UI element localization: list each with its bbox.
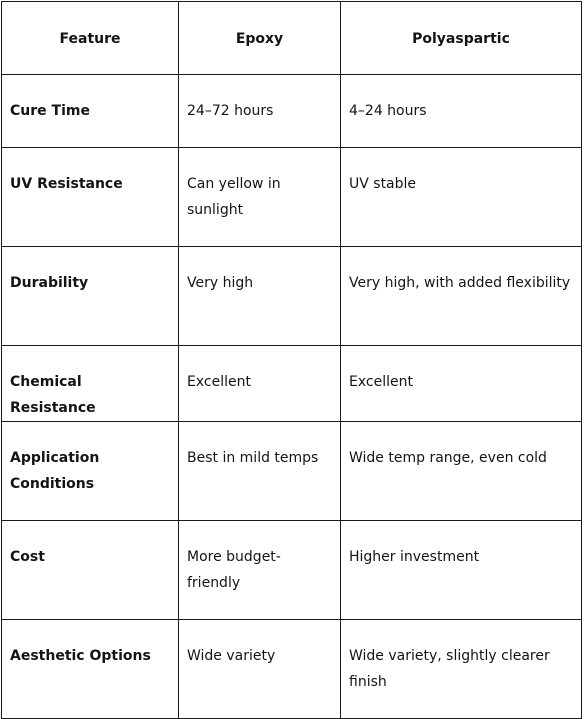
table-row: Cost More budget-friendly Higher investm… xyxy=(1,520,582,620)
polyaspartic-cell: Wide variety, slightly clearer finish xyxy=(340,619,582,719)
table-body: Cure Time 24–72 hours 4–24 hours UV Resi… xyxy=(1,74,582,719)
epoxy-cell: Very high xyxy=(178,246,341,346)
polyaspartic-cell: Higher investment xyxy=(340,520,582,620)
header-feature: Feature xyxy=(1,1,179,75)
table-row: Aesthetic Options Wide variety Wide vari… xyxy=(1,619,582,719)
polyaspartic-cell: UV stable xyxy=(340,147,582,247)
epoxy-cell: Excellent xyxy=(178,345,341,422)
table-row: UV Resistance Can yellow in sunlight UV … xyxy=(1,147,582,247)
feature-cell: Aesthetic Options xyxy=(1,619,179,719)
header-epoxy: Epoxy xyxy=(178,1,341,75)
feature-cell: Durability xyxy=(1,246,179,346)
feature-cell: UV Resistance xyxy=(1,147,179,247)
polyaspartic-cell: Wide temp range, even cold xyxy=(340,421,582,521)
epoxy-cell: Wide variety xyxy=(178,619,341,719)
table-row: Durability Very high Very high, with add… xyxy=(1,246,582,346)
polyaspartic-cell: Very high, with added flexibility xyxy=(340,246,582,346)
table-row: Cure Time 24–72 hours 4–24 hours xyxy=(1,74,582,148)
feature-cell: Chemical Resistance xyxy=(1,345,179,422)
epoxy-cell: 24–72 hours xyxy=(178,74,341,148)
header-row: Feature Epoxy Polyaspartic xyxy=(1,1,582,75)
table-header: Feature Epoxy Polyaspartic xyxy=(1,1,582,75)
polyaspartic-cell: 4–24 hours xyxy=(340,74,582,148)
table-row: Chemical Resistance Excellent Excellent xyxy=(1,345,582,422)
epoxy-cell: Can yellow in sunlight xyxy=(178,147,341,247)
polyaspartic-cell: Excellent xyxy=(340,345,582,422)
table-row: Application Conditions Best in mild temp… xyxy=(1,421,582,521)
header-polyaspartic: Polyaspartic xyxy=(340,1,582,75)
feature-cell: Cost xyxy=(1,520,179,620)
epoxy-cell: Best in mild temps xyxy=(178,421,341,521)
epoxy-cell: More budget-friendly xyxy=(178,520,341,620)
feature-cell: Application Conditions xyxy=(1,421,179,521)
feature-cell: Cure Time xyxy=(1,74,179,148)
